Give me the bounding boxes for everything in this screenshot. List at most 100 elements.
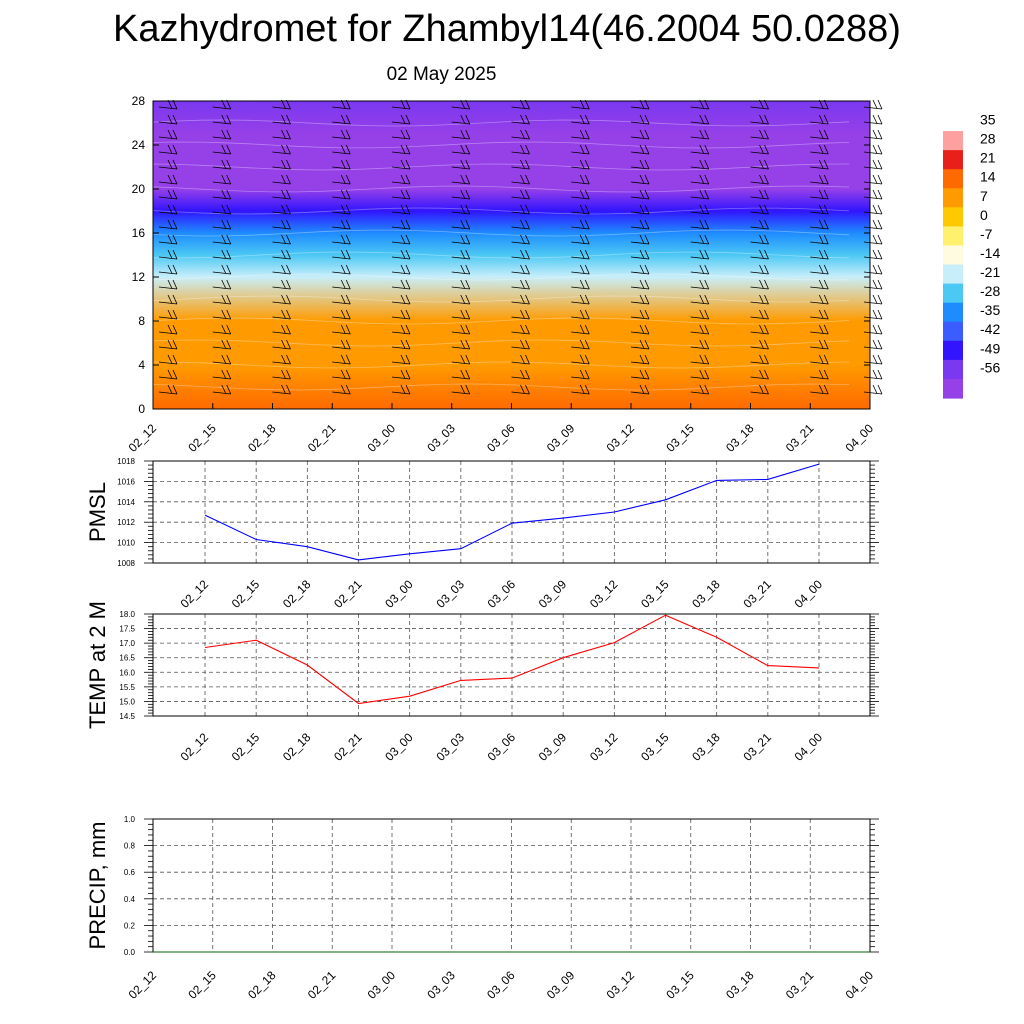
wind-barb bbox=[451, 279, 471, 290]
wind-barb bbox=[630, 234, 650, 245]
wind-barb bbox=[571, 129, 590, 140]
contour-line bbox=[152, 383, 850, 391]
wind-barb bbox=[571, 219, 590, 230]
wind-barb bbox=[750, 354, 769, 365]
wind-barb bbox=[511, 159, 530, 170]
x-tick-label: 03_09 bbox=[544, 968, 578, 1002]
wind-barb bbox=[810, 144, 829, 155]
y-tick-label: 0.2 bbox=[124, 921, 136, 930]
wind-barb bbox=[332, 384, 351, 395]
x-tick-label: 03_00 bbox=[365, 968, 399, 1002]
x-tick-label: 02_15 bbox=[185, 968, 219, 1002]
colorbar-label: -7 bbox=[980, 226, 993, 242]
wind-barb bbox=[511, 324, 530, 335]
colorbar-segment bbox=[943, 245, 963, 266]
wind-barb bbox=[391, 144, 411, 155]
wind-barb bbox=[810, 354, 829, 365]
wind-barb bbox=[863, 369, 883, 380]
contour-line bbox=[152, 207, 850, 215]
y-tick-label: 1.0 bbox=[124, 815, 136, 824]
wind-barb bbox=[863, 219, 883, 230]
wind-barb bbox=[750, 309, 769, 320]
wind-barb bbox=[212, 159, 232, 170]
wind-barb bbox=[750, 279, 769, 290]
wind-barb bbox=[863, 129, 883, 140]
wind-barb bbox=[212, 234, 232, 245]
y-tick-label: 0.0 bbox=[124, 948, 136, 957]
wind-barb bbox=[511, 219, 530, 230]
y-axis-label: PRECIP, mm bbox=[85, 822, 110, 950]
y-tick-label: 0.4 bbox=[124, 895, 136, 904]
wind-barb bbox=[158, 309, 178, 320]
colorbar-label: 28 bbox=[980, 131, 996, 147]
wind-barb bbox=[750, 339, 769, 350]
wind-barb bbox=[750, 219, 769, 230]
y-tick-label: 1018 bbox=[117, 457, 135, 466]
wind-barb bbox=[212, 219, 232, 230]
wind-barb bbox=[451, 114, 471, 125]
x-tick-label: 03_09 bbox=[544, 421, 578, 455]
x-tick-label: 03_09 bbox=[536, 577, 570, 611]
wind-barb bbox=[750, 324, 769, 335]
wind-barb bbox=[750, 159, 769, 170]
wind-barb bbox=[511, 339, 530, 350]
wind-barb bbox=[690, 114, 710, 125]
wind-barb bbox=[630, 369, 650, 380]
chart-date: 02 May 2025 bbox=[386, 64, 497, 85]
wind-barb bbox=[863, 174, 883, 185]
wind-barb bbox=[690, 219, 710, 230]
wind-barb bbox=[750, 144, 769, 155]
wind-barb bbox=[511, 384, 530, 395]
x-tick-label: 03_06 bbox=[484, 968, 518, 1002]
wind-barb bbox=[332, 309, 351, 320]
series-line bbox=[204, 463, 820, 561]
colorbar-segment bbox=[943, 283, 963, 304]
x-tick-label: 02_12 bbox=[178, 577, 212, 611]
x-tick-label: 04_00 bbox=[792, 577, 826, 611]
wind-barb bbox=[511, 264, 530, 275]
wind-barb bbox=[391, 219, 411, 230]
wind-barb bbox=[511, 174, 530, 185]
wind-barb bbox=[158, 159, 178, 170]
wind-barb bbox=[750, 129, 769, 140]
wind-barb bbox=[750, 234, 769, 245]
x-tick-label: 03_18 bbox=[689, 730, 723, 764]
wind-barb bbox=[750, 384, 769, 395]
wind-barb bbox=[690, 234, 710, 245]
y-tick-label: 17.0 bbox=[119, 639, 135, 648]
wind-barb bbox=[391, 324, 411, 335]
pmsl-panel: 1008 1010 1012 1014 1016 1018 02_12 02_15 02_18 0… bbox=[85, 457, 879, 611]
plot-frame bbox=[152, 613, 871, 717]
colorbar-segment bbox=[943, 188, 963, 208]
wind-barb bbox=[863, 279, 883, 290]
wind-barb bbox=[451, 189, 471, 200]
wind-barb bbox=[272, 264, 291, 275]
wind-barb bbox=[750, 174, 769, 185]
x-tick-label: 03_06 bbox=[484, 421, 518, 455]
wind-barb bbox=[750, 294, 769, 305]
wind-barb bbox=[451, 159, 471, 170]
wind-barb bbox=[810, 234, 829, 245]
x-tick-label: 02_21 bbox=[331, 730, 365, 764]
wind-barb bbox=[690, 129, 710, 140]
wind-barb bbox=[272, 129, 291, 140]
wind-barb bbox=[511, 234, 530, 245]
wind-barb bbox=[571, 189, 590, 200]
x-tick-label: 04_00 bbox=[792, 730, 826, 764]
wind-barb bbox=[690, 249, 710, 260]
wind-barb bbox=[158, 234, 178, 245]
colorbar-label: -42 bbox=[980, 321, 1000, 337]
wind-barb bbox=[158, 249, 178, 260]
y-tick-label: 1014 bbox=[117, 498, 135, 507]
wind-barb bbox=[391, 279, 411, 290]
wind-barb bbox=[158, 189, 178, 200]
colorbar-label: -49 bbox=[980, 340, 1000, 356]
x-tick-label: 03_12 bbox=[604, 968, 638, 1002]
y-tick-label: 15.0 bbox=[119, 697, 135, 706]
colorbar-segment bbox=[943, 359, 963, 380]
y-tick-label: 17.5 bbox=[119, 625, 135, 634]
wind-barb bbox=[810, 129, 829, 140]
x-tick-label: 02_21 bbox=[331, 577, 365, 611]
x-tick-label: 03_15 bbox=[663, 968, 697, 1002]
wind-barb bbox=[451, 219, 471, 230]
